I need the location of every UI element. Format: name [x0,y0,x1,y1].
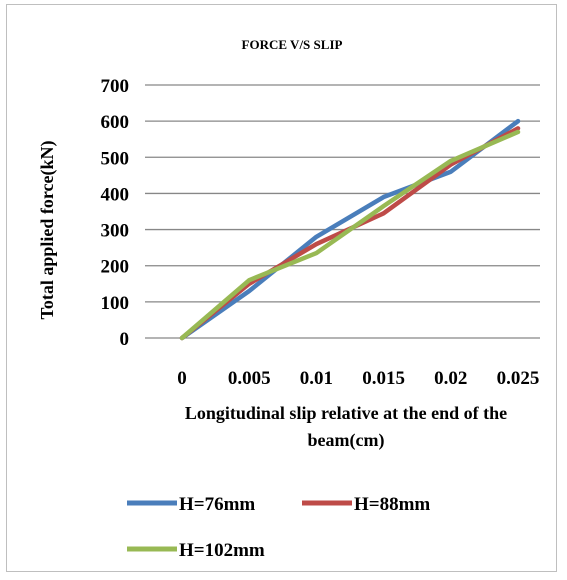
legend: H=76mm H=88mm H=102mm [127,494,430,561]
series-line-2 [179,129,521,341]
y-tick-label-100: 100 [101,293,130,314]
legend-label-1: H=88mm [354,494,430,515]
y-tick-label-500: 500 [101,148,130,169]
x-tick-label-4: 0.02 [434,368,467,389]
x-axis-title-line2: beam(cm) [308,430,385,451]
y-tick-label-400: 400 [101,184,130,205]
y-tick-label-0: 0 [120,329,130,350]
x-tick-label-3: 0.015 [362,368,405,389]
y-tick-label-700: 700 [101,76,130,97]
chart-frame [6,4,557,572]
chart-title: FORCE V/S SLIP [242,37,343,52]
y-axis-title: Total applied force(kN) [37,140,58,319]
x-tick-label-0: 0 [177,368,187,389]
y-tick-label-300: 300 [101,221,130,242]
gridlines [145,84,540,339]
y-tick-label-200: 200 [101,257,130,278]
series-line-0 [179,118,521,341]
legend-label-0: H=76mm [179,494,255,515]
y-tick-labels: 0 100 200 300 400 500 600 700 [101,76,130,350]
x-axis-title-line1: Longitudinal slip relative at the end of… [185,403,507,423]
series-lines [179,118,521,341]
x-tick-label-2: 0.01 [300,368,333,389]
x-tick-label-5: 0.025 [497,368,540,389]
x-tick-labels: 0 0.005 0.01 0.015 0.02 0.025 [177,368,539,389]
legend-label-2: H=102mm [179,540,265,561]
x-tick-label-1: 0.005 [228,368,271,389]
y-tick-label-600: 600 [101,112,130,133]
